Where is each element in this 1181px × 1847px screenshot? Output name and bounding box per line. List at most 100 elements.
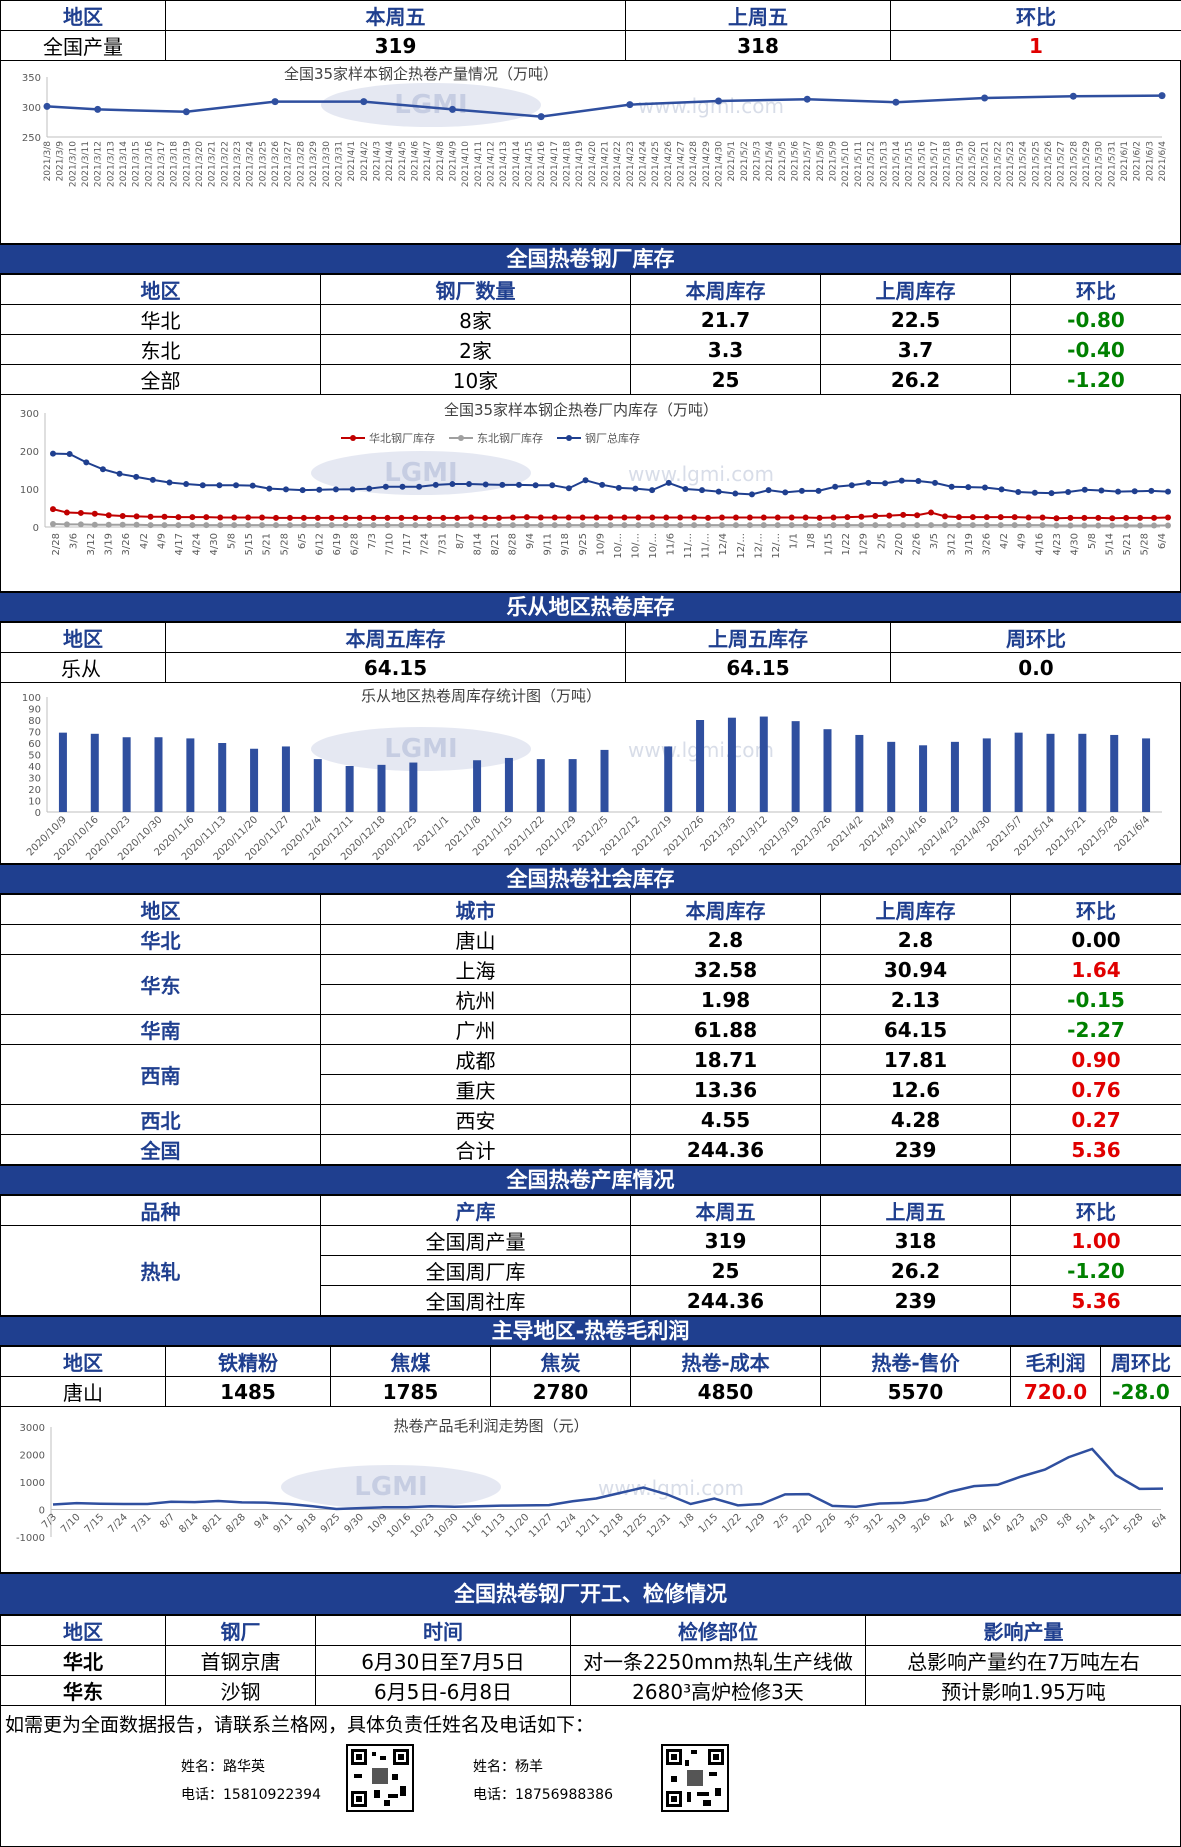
x-tick-label: 2021/6/1 xyxy=(1120,141,1130,181)
inventory-point xyxy=(942,513,948,519)
y-tick-label: 0 xyxy=(35,808,41,819)
inventory-point xyxy=(705,522,711,528)
mt-impact: 预计影响1.95万吨 xyxy=(866,1676,1181,1706)
x-tick-label: 8/14 xyxy=(177,1512,201,1536)
soc-city: 西安 xyxy=(321,1105,631,1135)
inventory-point xyxy=(175,514,181,520)
pi-item: 全国周社库 xyxy=(321,1286,631,1316)
x-tick-label: 9/30 xyxy=(342,1512,366,1536)
x-tick-label: 9/25 xyxy=(578,533,589,555)
x-tick-label: 8/21 xyxy=(201,1512,225,1536)
x-tick-label: 11/... xyxy=(701,533,712,559)
soc-last: 64.15 xyxy=(821,1015,1011,1045)
lecong-bar xyxy=(569,759,577,812)
inv-row-change: -0.40 xyxy=(1011,335,1181,365)
x-tick-label: 2021/5/22 xyxy=(993,141,1003,187)
x-tick-label: 3/12 xyxy=(947,533,958,555)
x-tick-label: 2/20 xyxy=(791,1512,815,1536)
inventory-point xyxy=(454,522,460,528)
inventory-point xyxy=(468,515,474,521)
inventory-point xyxy=(67,451,73,457)
x-tick-label: 10/16 xyxy=(385,1512,413,1540)
x-tick-label: 5/8 xyxy=(1087,533,1098,549)
x-tick-label: 7/10 xyxy=(385,533,396,555)
inventory-point xyxy=(301,522,307,528)
inventory-point xyxy=(482,515,488,521)
x-tick-label: 2021/5/13 xyxy=(879,141,889,187)
inventory-point xyxy=(1165,515,1171,521)
soc-change: 1.64 xyxy=(1011,955,1181,985)
x-tick-label: 10/... xyxy=(648,533,659,559)
inventory-point xyxy=(412,522,418,528)
header-region: 地区 xyxy=(1,1,166,31)
x-tick-label: 2021/5/14 xyxy=(892,141,902,187)
x-tick-label: 2021/3/17 xyxy=(157,141,167,187)
inventory-point xyxy=(789,522,795,528)
inventory-point xyxy=(259,515,265,521)
x-tick-label: 1/8 xyxy=(678,1512,697,1531)
x-tick-label: 3/5 xyxy=(843,1512,862,1531)
inventory-point xyxy=(273,515,279,521)
inventory-point xyxy=(1015,489,1021,495)
inventory-point xyxy=(580,522,586,528)
inv-row-last: 22.5 xyxy=(821,305,1011,335)
inventory-point xyxy=(1054,522,1060,528)
pf-ore: 1485 xyxy=(166,1377,331,1407)
x-tick-label: 2021/5/19 xyxy=(955,141,965,187)
inventory-point xyxy=(148,514,154,520)
inventory-point xyxy=(616,485,622,491)
inventory-point xyxy=(1095,522,1101,528)
inv-row-region: 全部 xyxy=(1,365,321,395)
inventory-point xyxy=(733,515,739,521)
x-tick-label: 2021/3/8 xyxy=(43,141,53,182)
lecong-bar xyxy=(473,760,481,812)
inventory-point xyxy=(965,484,971,490)
inventory-point xyxy=(175,522,181,528)
x-tick-label: 7/24 xyxy=(106,1512,130,1536)
inventory-point xyxy=(1123,522,1129,528)
x-tick-label: 2021/4/10 xyxy=(461,141,471,187)
x-tick-label: 2021/5/25 xyxy=(1031,141,1041,187)
inventory-point xyxy=(1137,522,1143,528)
inv-header-count: 钢厂数量 xyxy=(321,275,631,305)
legend-label: 东北钢厂库存 xyxy=(477,431,543,445)
inventory-point xyxy=(858,522,864,528)
lecong-bar xyxy=(601,750,609,812)
x-tick-label: 11/... xyxy=(683,533,694,559)
pf-header-cost: 热卷-成本 xyxy=(631,1347,821,1377)
soc-this: 4.55 xyxy=(631,1105,821,1135)
watermark-logo-text: LGMI xyxy=(354,1472,427,1502)
y-tick-label: 90 xyxy=(28,705,41,716)
x-tick-label: 4/23 xyxy=(1052,533,1063,555)
inventory-point xyxy=(733,522,739,528)
inventory-point xyxy=(635,522,641,528)
soc-this: 61.88 xyxy=(631,1015,821,1045)
lecong-bar xyxy=(887,742,895,812)
x-tick-label: 2021/3/15 xyxy=(132,141,142,187)
inventory-point xyxy=(259,522,265,528)
inventory-point xyxy=(899,478,905,484)
inv-row-count: 8家 xyxy=(321,305,631,335)
inventory-point xyxy=(849,482,855,488)
prodinv-title: 全国热卷产库情况 xyxy=(0,1165,1181,1195)
soc-change: -0.15 xyxy=(1011,985,1181,1015)
x-tick-label: 5/8 xyxy=(227,533,238,549)
x-tick-label: 2021/5/17 xyxy=(930,141,940,187)
x-tick-label: 2021/3/11 xyxy=(81,141,91,187)
inventory-point xyxy=(426,515,432,521)
pi-last: 26.2 xyxy=(821,1256,1011,1286)
inventory-point xyxy=(398,515,404,521)
inventory-point xyxy=(120,513,126,519)
x-tick-label: 4/9 xyxy=(156,533,167,549)
x-tick-label: 12/25 xyxy=(621,1512,649,1540)
inventory-point xyxy=(133,474,139,480)
x-tick-label: 2021/5/3 xyxy=(753,141,763,181)
x-tick-label: 2021/5/4 xyxy=(765,141,775,182)
x-tick-label: 2021/5/28 xyxy=(1069,141,1079,187)
mt-mill: 首钢京唐 xyxy=(166,1646,316,1676)
x-tick-label: 2021/4/4 xyxy=(385,141,395,182)
x-tick-label: 2021/3/20 xyxy=(195,141,205,187)
